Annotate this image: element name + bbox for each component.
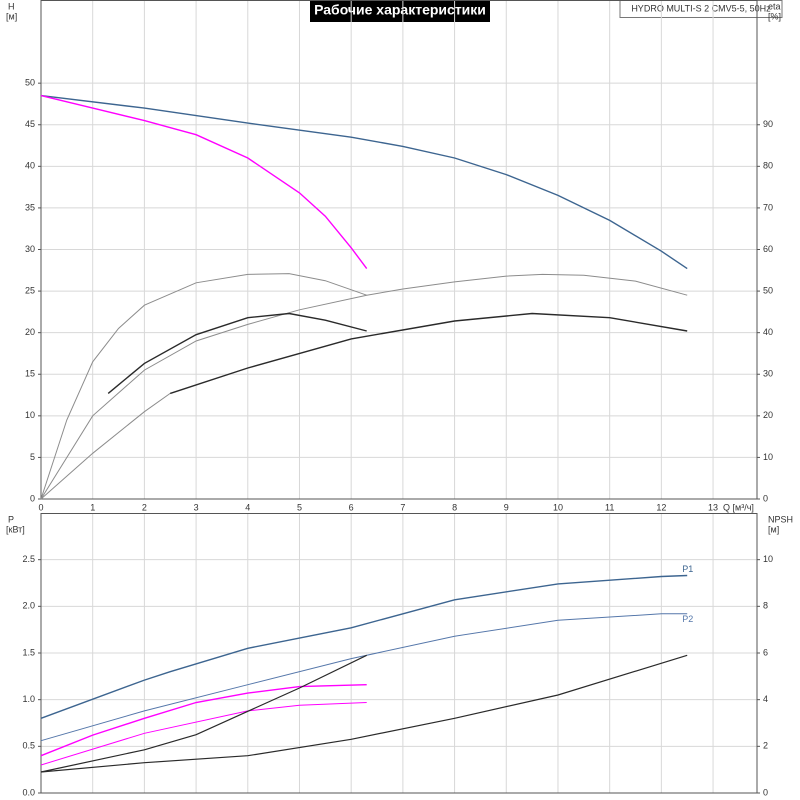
y-axis-unit: [м] — [6, 11, 17, 21]
y-tick-label: 0.5 — [22, 741, 35, 751]
x-tick-label: 2 — [142, 502, 147, 512]
x-tick-label: 0 — [38, 502, 43, 512]
y2-axis-label: eta — [768, 1, 781, 11]
y2-tick-label: 4 — [763, 694, 768, 704]
x-tick-label: 6 — [349, 502, 354, 512]
series-line — [107, 312, 367, 394]
y-tick-label: 40 — [25, 161, 35, 171]
y2-tick-label: 6 — [763, 647, 768, 657]
y-tick-label: 2.0 — [22, 601, 35, 611]
series-line — [40, 273, 367, 500]
series-line — [40, 702, 367, 766]
y2-tick-label: 2 — [763, 741, 768, 751]
plot-frame — [40, 0, 758, 500]
x-tick-label: 10 — [553, 502, 563, 512]
series-line — [40, 94, 688, 270]
y-tick-label: 2.5 — [22, 554, 35, 564]
y-tick-label: 35 — [25, 202, 35, 212]
series-line — [169, 312, 688, 395]
y2-tick-label: 10 — [763, 452, 773, 462]
y2-tick-label: 0 — [763, 493, 768, 503]
y2-axis-label: NPSH — [768, 514, 793, 524]
x-tick-label: 11 — [605, 502, 614, 512]
series-line — [40, 684, 367, 757]
series-label: P2 — [682, 614, 693, 624]
y-tick-label: 1.5 — [22, 647, 35, 657]
y-tick-label: 45 — [25, 119, 35, 129]
grid — [40, 513, 757, 794]
series-line — [40, 94, 368, 270]
grid — [40, 0, 757, 500]
plot-frame — [40, 513, 758, 794]
y2-tick-label: 70 — [763, 202, 773, 212]
x-tick-label: 3 — [194, 502, 199, 512]
series-label: P1 — [682, 564, 693, 574]
y-tick-label: 15 — [25, 369, 35, 379]
series-line — [40, 613, 688, 742]
y-tick-label: 30 — [25, 244, 35, 254]
x-tick-label: 9 — [504, 502, 509, 512]
y2-tick-label: 8 — [763, 601, 768, 611]
y2-tick-label: 60 — [763, 244, 773, 254]
x-tick-label: 13 — [708, 502, 718, 512]
x-tick-label: 5 — [297, 502, 302, 512]
y2-tick-label: 0 — [763, 787, 768, 797]
x-tick-label: 8 — [452, 502, 457, 512]
chart-title: Рабочие характеристики — [314, 2, 486, 18]
title-box — [310, 0, 490, 22]
y-tick-label: 0 — [30, 493, 35, 503]
y-tick-label: 20 — [25, 327, 35, 337]
y2-axis-unit: [м] — [768, 524, 779, 534]
x-tick-label: 4 — [245, 502, 250, 512]
y2-tick-label: 90 — [763, 119, 773, 129]
x-tick-label: 7 — [400, 502, 405, 512]
y2-tick-label: 10 — [763, 554, 773, 564]
series-line — [40, 273, 688, 500]
y2-tick-label: 40 — [763, 327, 773, 337]
x-axis-label: Q [м³/ч] — [723, 502, 754, 512]
y-axis-label: P — [8, 514, 14, 524]
x-tick-label: 12 — [656, 502, 666, 512]
y-tick-label: 25 — [25, 285, 35, 295]
series-line — [40, 574, 688, 719]
y-tick-label: 0.0 — [22, 787, 35, 797]
y-tick-label: 5 — [30, 452, 35, 462]
y2-tick-label: 20 — [763, 410, 773, 420]
y2-tick-label: 80 — [763, 161, 773, 171]
series-line — [40, 392, 171, 500]
x-tick-label: 1 — [90, 502, 95, 512]
series-line — [40, 654, 688, 773]
y-tick-label: 10 — [25, 410, 35, 420]
chart-subtitle: HYDRO MULTI-S 2 CMV5-5, 50Hz — [631, 3, 771, 13]
y2-axis-unit: [%] — [768, 11, 781, 21]
y-tick-label: 1.0 — [22, 694, 35, 704]
series-line — [40, 654, 367, 773]
y-axis-unit: [кВт] — [6, 524, 25, 534]
y-axis-label: H — [8, 1, 15, 11]
y2-tick-label: 50 — [763, 285, 773, 295]
y-tick-label: 50 — [25, 78, 35, 88]
y2-tick-label: 30 — [763, 369, 773, 379]
